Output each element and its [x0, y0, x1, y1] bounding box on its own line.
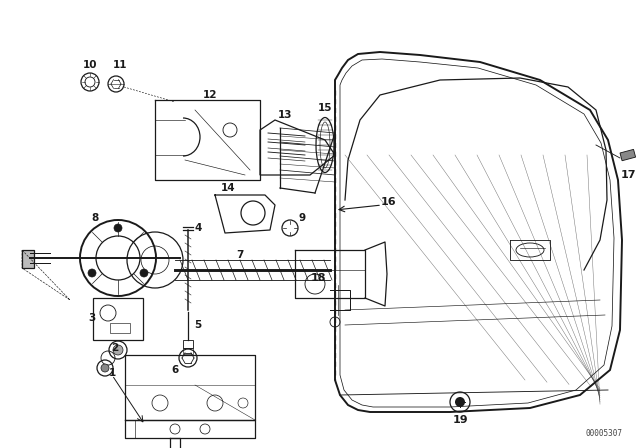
Text: 5: 5 [195, 320, 202, 330]
Bar [183, 348, 193, 354]
Circle shape [140, 269, 148, 277]
Text: 00005307: 00005307 [585, 429, 622, 438]
Bar [183, 340, 193, 348]
Text: 18: 18 [310, 273, 326, 283]
Text: 2: 2 [111, 343, 118, 353]
Text: 16: 16 [380, 197, 396, 207]
Circle shape [114, 224, 122, 232]
Circle shape [113, 345, 123, 355]
Bar [110, 323, 130, 333]
Circle shape [455, 397, 465, 407]
Text: 11: 11 [113, 60, 127, 70]
Text: 8: 8 [92, 213, 99, 223]
Text: 6: 6 [172, 365, 179, 375]
Circle shape [88, 269, 96, 277]
Text: 10: 10 [83, 60, 97, 70]
Text: 15: 15 [317, 103, 332, 113]
Text: 14: 14 [221, 183, 236, 193]
Text: 7: 7 [236, 250, 244, 260]
Bar [22, 250, 34, 268]
Text: 1: 1 [108, 368, 116, 378]
Text: 3: 3 [88, 313, 95, 323]
Text: 4: 4 [195, 223, 202, 233]
Circle shape [101, 364, 109, 372]
Bar [620, 149, 636, 161]
Text: 12: 12 [203, 90, 217, 100]
Text: 19: 19 [452, 415, 468, 425]
Text: 17: 17 [620, 170, 636, 180]
Text: 13: 13 [278, 110, 292, 120]
Bar [93, 298, 143, 340]
Text: 9: 9 [298, 213, 305, 223]
